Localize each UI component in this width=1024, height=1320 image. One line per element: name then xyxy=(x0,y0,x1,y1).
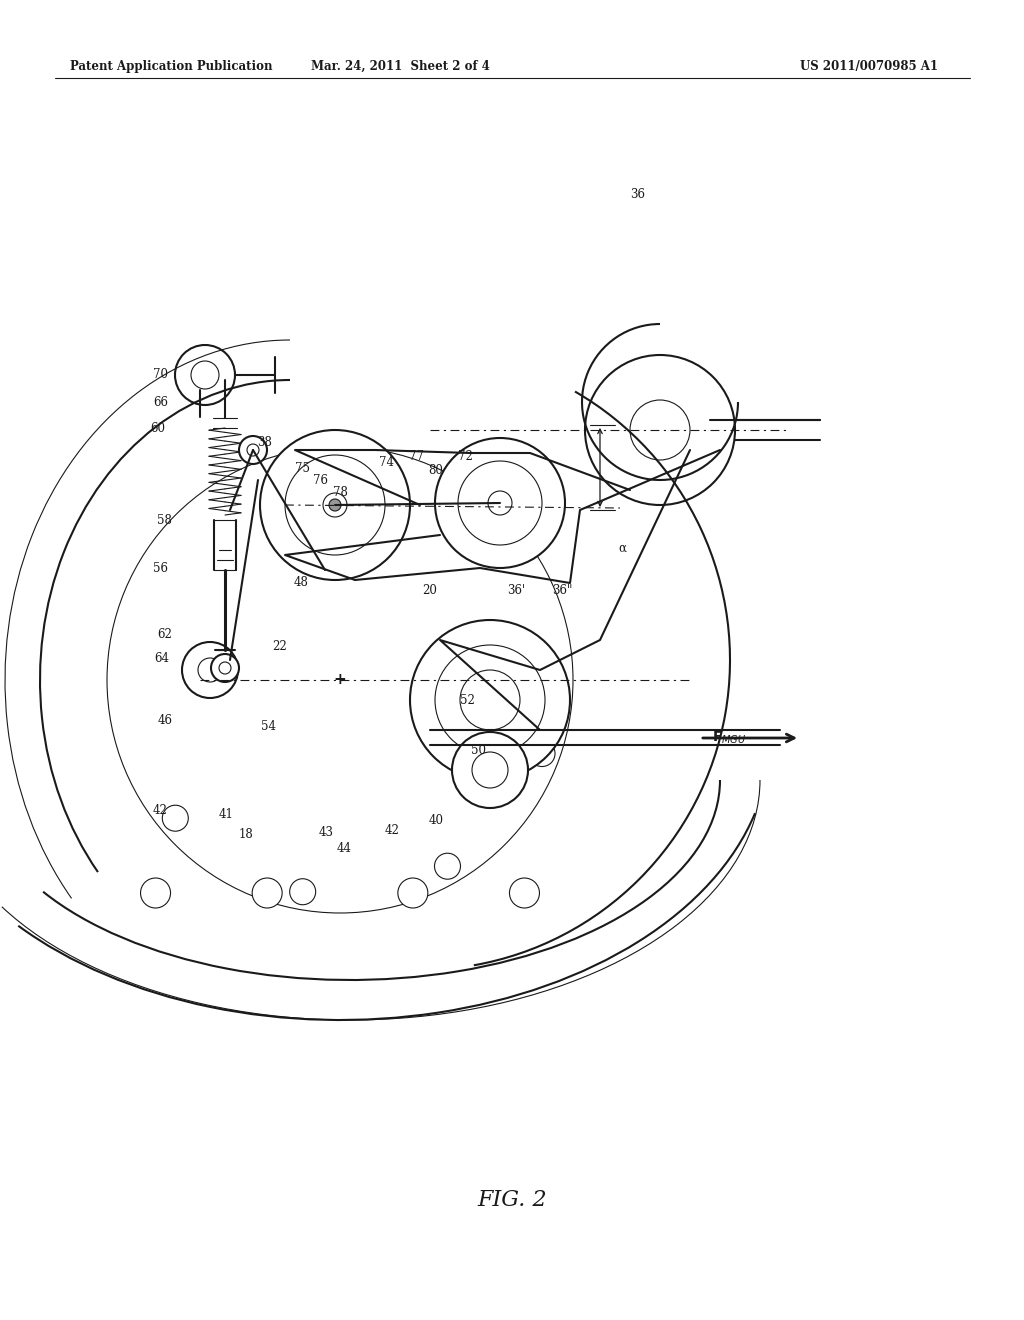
Text: 38: 38 xyxy=(258,436,272,449)
Text: 44: 44 xyxy=(337,842,351,854)
Text: 42: 42 xyxy=(385,824,399,837)
Text: 75: 75 xyxy=(296,462,310,474)
Text: 36": 36" xyxy=(552,583,572,597)
Text: +: + xyxy=(334,672,346,688)
Text: 78: 78 xyxy=(333,486,347,499)
Circle shape xyxy=(410,620,570,780)
Circle shape xyxy=(252,878,283,908)
Circle shape xyxy=(434,853,461,879)
Circle shape xyxy=(452,733,528,808)
Text: 50: 50 xyxy=(470,743,485,756)
Circle shape xyxy=(106,447,573,913)
Circle shape xyxy=(162,805,188,832)
Circle shape xyxy=(510,878,540,908)
Circle shape xyxy=(211,653,239,682)
Circle shape xyxy=(247,444,259,455)
Circle shape xyxy=(285,624,395,735)
Circle shape xyxy=(140,878,171,908)
Text: 40: 40 xyxy=(428,813,443,826)
Circle shape xyxy=(219,663,231,675)
Text: FIG. 2: FIG. 2 xyxy=(477,1189,547,1210)
Text: 18: 18 xyxy=(239,828,253,841)
Text: 48: 48 xyxy=(294,576,308,589)
Circle shape xyxy=(458,461,542,545)
Text: 54: 54 xyxy=(260,719,275,733)
Text: 66: 66 xyxy=(154,396,169,409)
Text: US 2011/0070985 A1: US 2011/0070985 A1 xyxy=(800,59,938,73)
Text: Patent Application Publication: Patent Application Publication xyxy=(70,59,272,73)
Circle shape xyxy=(329,499,341,511)
Text: 22: 22 xyxy=(272,640,288,653)
Circle shape xyxy=(435,645,545,755)
Text: 20: 20 xyxy=(423,583,437,597)
Text: 41: 41 xyxy=(218,808,233,821)
Text: 43: 43 xyxy=(318,825,334,838)
Text: 36: 36 xyxy=(631,189,645,202)
Circle shape xyxy=(435,438,565,568)
Circle shape xyxy=(182,642,238,698)
Circle shape xyxy=(290,879,315,904)
Circle shape xyxy=(529,741,555,767)
Circle shape xyxy=(175,345,234,405)
Text: 74: 74 xyxy=(380,455,394,469)
Text: Mar. 24, 2011  Sheet 2 of 4: Mar. 24, 2011 Sheet 2 of 4 xyxy=(310,59,489,73)
Circle shape xyxy=(145,484,535,875)
Text: 36': 36' xyxy=(507,583,525,597)
Circle shape xyxy=(630,400,690,459)
Circle shape xyxy=(472,752,508,788)
Circle shape xyxy=(585,355,735,506)
Text: 56: 56 xyxy=(154,561,169,574)
Text: 72: 72 xyxy=(458,450,472,462)
Circle shape xyxy=(312,652,368,708)
Circle shape xyxy=(240,579,440,780)
Text: 76: 76 xyxy=(312,474,328,487)
Text: 77: 77 xyxy=(409,450,424,462)
Text: $\mathbf{F}_{MGU}$: $\mathbf{F}_{MGU}$ xyxy=(712,730,746,746)
Text: 58: 58 xyxy=(157,513,171,527)
Circle shape xyxy=(191,360,219,389)
Circle shape xyxy=(260,430,410,579)
Text: 42: 42 xyxy=(153,804,168,817)
Text: 70: 70 xyxy=(154,368,169,381)
Circle shape xyxy=(460,671,520,730)
Text: 80: 80 xyxy=(429,465,443,478)
Text: 62: 62 xyxy=(158,628,172,642)
Circle shape xyxy=(239,436,267,465)
Text: 52: 52 xyxy=(460,693,474,706)
Circle shape xyxy=(398,878,428,908)
Circle shape xyxy=(488,491,512,515)
Circle shape xyxy=(180,520,500,840)
Circle shape xyxy=(198,657,222,682)
Text: 64: 64 xyxy=(155,652,170,664)
Circle shape xyxy=(323,492,347,517)
Circle shape xyxy=(285,455,385,554)
Text: 60: 60 xyxy=(151,421,166,434)
Text: 46: 46 xyxy=(158,714,172,726)
Text: α: α xyxy=(618,541,626,554)
Circle shape xyxy=(123,463,557,898)
